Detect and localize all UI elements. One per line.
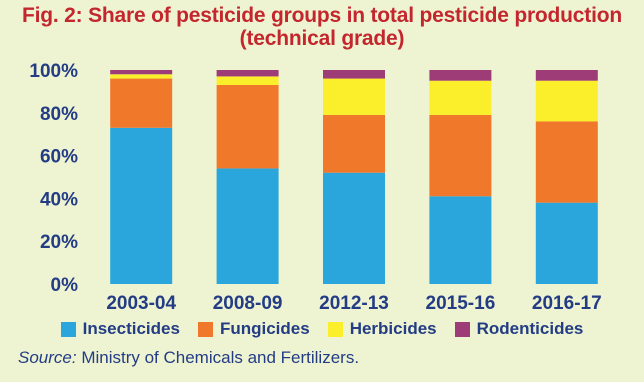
bar-segment-rodenticides	[110, 70, 173, 75]
bar-stack	[429, 70, 492, 284]
x-tick-label: 2016-17	[532, 293, 602, 314]
y-axis: 0% 20% 40% 60% 80% 100%	[29, 61, 78, 296]
legend-swatch	[197, 321, 213, 337]
bar-segment-herbicides	[110, 74, 173, 79]
bar-segment-rodenticides	[323, 70, 385, 79]
legend-swatch	[454, 321, 470, 337]
bar-stack	[216, 70, 279, 284]
bar-segment-fungicides	[535, 121, 598, 203]
bar-segment-fungicides	[216, 84, 279, 169]
bar-segment-fungicides	[323, 114, 385, 173]
bar-stack	[110, 70, 173, 284]
bar-segment-insecticides	[110, 127, 173, 284]
bar-segment-herbicides	[535, 80, 598, 122]
bar-segment-insecticides	[429, 196, 492, 284]
chart-legend: Insecticides Fungicides Herbicides Rodentic…	[0, 319, 644, 339]
bar-segment-rodenticides	[535, 70, 598, 81]
chart-title-line-2: (technical grade)	[239, 27, 405, 50]
y-tick-label: 20%	[40, 232, 78, 253]
legend-swatch	[60, 321, 76, 337]
chart-title: Fig. 2: Share of pesticide groups in tot…	[0, 4, 644, 50]
bar-segment-insecticides	[535, 202, 598, 284]
bar-segment-fungicides	[429, 114, 492, 197]
bar-segment-rodenticides	[216, 70, 279, 77]
bar-segment-herbicides	[323, 78, 385, 115]
source-text: Ministry of Chemicals and Fertilizers.	[76, 348, 360, 367]
bar-segment-herbicides	[429, 80, 492, 115]
y-tick-label: 0%	[51, 275, 79, 296]
bar-segment-fungicides	[110, 78, 173, 128]
legend-swatch	[327, 321, 343, 337]
legend-label: Rodenticides	[476, 319, 584, 338]
y-tick-label: 60%	[40, 147, 78, 168]
legend-item-herbicides: Herbicides	[327, 319, 437, 339]
x-tick-label: 2015-16	[426, 293, 496, 314]
bar-segment-insecticides	[216, 168, 279, 284]
bars	[110, 70, 598, 284]
legend-label: Insecticides	[82, 319, 180, 338]
bar-segment-herbicides	[216, 76, 279, 85]
source-note: Source: Ministry of Chemicals and Fertil…	[18, 348, 359, 368]
x-axis: 2003-04 2008-09 2012-13 2015-16 2016-17	[106, 293, 601, 314]
y-tick-label: 80%	[40, 104, 78, 125]
bar-segment-rodenticides	[429, 70, 492, 81]
y-tick-label: 100%	[29, 61, 78, 82]
x-tick-label: 2003-04	[106, 293, 176, 314]
legend-item-rodenticides: Rodenticides	[454, 319, 584, 339]
x-tick-label: 2012-13	[319, 293, 389, 314]
x-tick-label: 2008-09	[213, 293, 283, 314]
legend-label: Herbicides	[349, 319, 437, 338]
bar-stack	[535, 70, 598, 284]
legend-item-insecticides: Insecticides	[60, 319, 180, 339]
bar-stack	[323, 70, 385, 284]
source-label: Source:	[18, 348, 77, 367]
legend-label: Fungicides	[219, 319, 310, 338]
legend-item-fungicides: Fungicides	[197, 319, 310, 339]
chart-title-line-1: Fig. 2: Share of pesticide groups in tot…	[22, 4, 622, 27]
bar-segment-insecticides	[323, 172, 385, 284]
y-tick-label: 40%	[40, 189, 78, 210]
